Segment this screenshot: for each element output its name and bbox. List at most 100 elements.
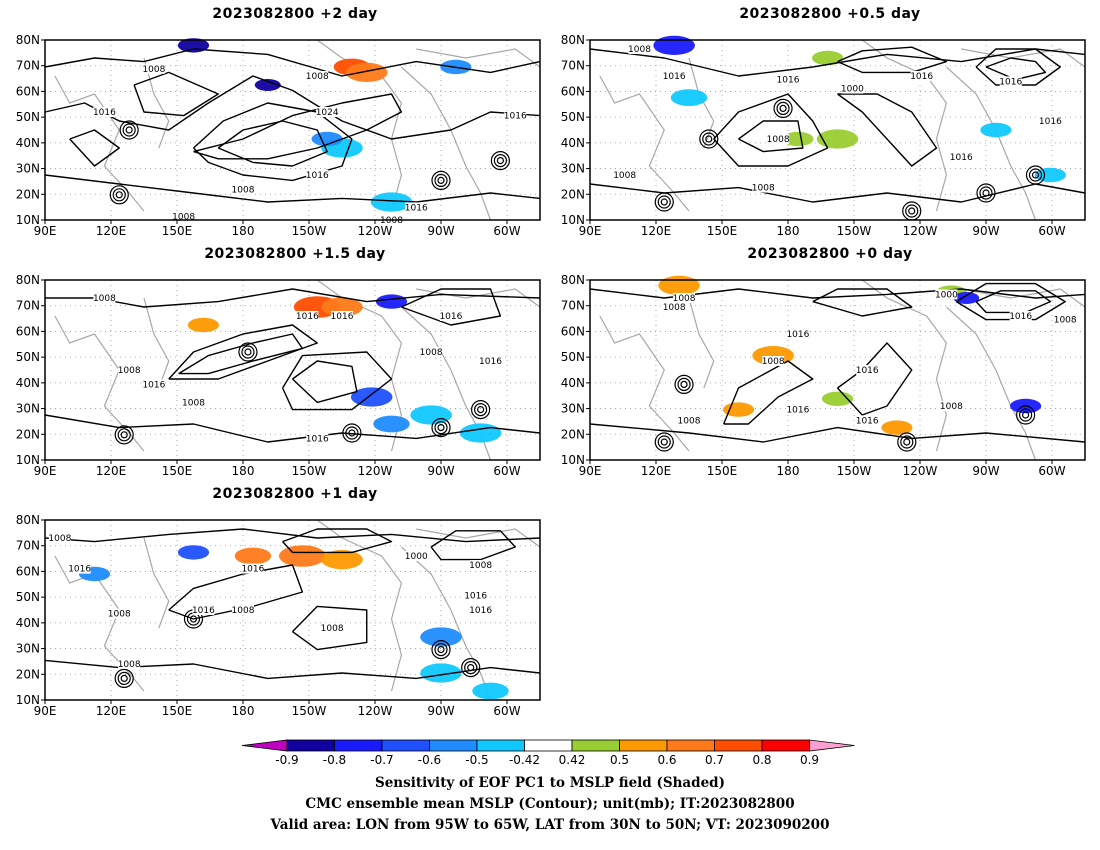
contour-line-6 — [401, 288, 502, 326]
low-center-ring-2 — [434, 421, 448, 435]
shade-blob-1 — [279, 545, 326, 567]
coastline-2 — [316, 519, 403, 692]
contour-label-bg — [678, 415, 700, 426]
lat-tick-label: 70N — [16, 539, 40, 553]
contour-label-bg — [479, 356, 502, 366]
caption-line-1: Sensitivity of EOF PC1 to MSLP field (Sh… — [374, 775, 726, 791]
contour-label: 1008 — [673, 294, 696, 304]
low-center-ring-0 — [705, 135, 713, 143]
low-center-ring-1 — [117, 671, 131, 685]
low-center-ring-3 — [1019, 408, 1033, 422]
low-center-ring-2 — [908, 207, 916, 215]
coastline-3 — [945, 66, 1037, 221]
low-center-ring-3 — [461, 658, 481, 678]
contour-label-bg — [241, 563, 264, 574]
panel-title-plus0: 2023082800 +0 day — [747, 246, 913, 262]
shade-blob-1 — [345, 62, 388, 82]
low-center-ring-2 — [437, 424, 445, 432]
map-panel-plus0: 1008 1008 1016 1008 1000 1016 1016 1008 1016 1016… — [545, 270, 1090, 485]
colorbar-box-4 — [476, 739, 525, 752]
contour-label-bg — [172, 211, 195, 222]
lon-tick-label: 150E — [162, 704, 193, 718]
shade-blob-0 — [187, 317, 219, 333]
mslp-contours — [44, 288, 541, 445]
shade-blob-2 — [254, 79, 281, 91]
low-center-ring-2 — [431, 640, 451, 660]
lon-tick-label: 120E — [641, 224, 672, 238]
low-center-ring-1 — [660, 438, 668, 446]
low-center-ring-2 — [437, 176, 445, 184]
contour-line-5 — [738, 120, 804, 153]
colorbar-label-1: -0.8 — [323, 753, 346, 767]
lat-tick-label: 30N — [561, 402, 585, 416]
contour-label: 1016 — [1039, 117, 1062, 127]
colorbar-box-6 — [571, 739, 620, 752]
lat-tick-label: 40N — [16, 616, 40, 630]
low-center-ring-3 — [464, 661, 478, 675]
plot-frame — [44, 39, 541, 221]
contour-line-4 — [713, 93, 829, 167]
lat-tick-label: 30N — [16, 642, 40, 656]
coastline-3 — [400, 546, 492, 701]
contour-label-bg — [856, 365, 879, 375]
lat-tick-label: 20N — [16, 427, 40, 441]
contour-label-bg — [856, 415, 879, 426]
colorbar-label-8: 0.6 — [657, 753, 676, 767]
shade-blob-5 — [370, 192, 413, 212]
contour-label: 1000 — [841, 85, 864, 95]
contour-label: 1008 — [172, 212, 195, 222]
low-center-ring-1 — [114, 668, 134, 688]
colorbar-svg: -0.9 -0.8 -0.7 -0.6 -0.5 -0.42 0.42 0.5 0.6 0.7 0.… — [241, 739, 855, 767]
contour-label-bg — [940, 401, 963, 411]
lat-tick-label: 30N — [16, 162, 40, 176]
contour-label-bg — [469, 605, 492, 615]
low-center-ring-1 — [241, 345, 255, 359]
lon-tick-label: 60W — [493, 704, 520, 718]
contour-line-3 — [217, 120, 328, 167]
coastline-0 — [599, 75, 690, 212]
coastline-2 — [861, 39, 948, 212]
lat-tick-label: 40N — [561, 376, 585, 390]
low-center-ring-0 — [680, 380, 688, 389]
contour-line-6 — [837, 93, 938, 167]
low-center-ring-5 — [773, 98, 793, 119]
shade-blob-0 — [670, 89, 708, 106]
lat-tick-label: 80N — [16, 513, 40, 527]
lon-tick-label: 150E — [162, 464, 193, 478]
lon-tick-label: 60W — [1038, 224, 1065, 238]
contour-label-bg — [469, 560, 492, 570]
lat-tick-label: 70N — [16, 299, 40, 313]
contour-line-0 — [44, 528, 541, 543]
contour-label-bg — [752, 182, 775, 193]
low-center-ring-2 — [434, 173, 448, 187]
lat-tick-label: 60N — [16, 324, 40, 338]
contour-line-0 — [589, 48, 1086, 77]
low-center-ring-0 — [120, 431, 128, 439]
low-center-ring-0 — [114, 425, 134, 445]
contour-label-bg — [331, 311, 353, 321]
low-center-ring-0 — [112, 188, 126, 202]
map-svg-plus0_5: 1008 1016 1016 1008 1000 1016 1016 1016 1008 1016… — [561, 33, 1086, 238]
lon-tick-label: 120W — [358, 464, 393, 478]
contour-label-bg — [628, 44, 651, 54]
shade-blob-0 — [658, 275, 700, 295]
mslp-contours — [589, 46, 1086, 221]
lat-tick-label: 60N — [16, 84, 40, 98]
colorbar-high-arrow — [809, 739, 855, 752]
plot-frame — [44, 519, 541, 701]
low-center-ring-2 — [431, 418, 451, 438]
low-center-ring-3 — [1022, 411, 1030, 419]
low-center-ring-2 — [437, 646, 445, 654]
contour-label-bg — [439, 311, 462, 321]
contour-label-bg — [464, 590, 487, 601]
coastline-1 — [688, 297, 715, 389]
contour-label-bg — [232, 605, 254, 615]
low-center-ring-1 — [654, 432, 674, 452]
low-center-ring-2 — [431, 170, 451, 190]
lat-tick-label: 80N — [561, 273, 585, 287]
lat-tick-label: 70N — [561, 59, 585, 73]
coastline-3 — [400, 66, 492, 221]
coastline-1 — [143, 537, 170, 629]
contour-label: 1016 — [504, 112, 527, 122]
